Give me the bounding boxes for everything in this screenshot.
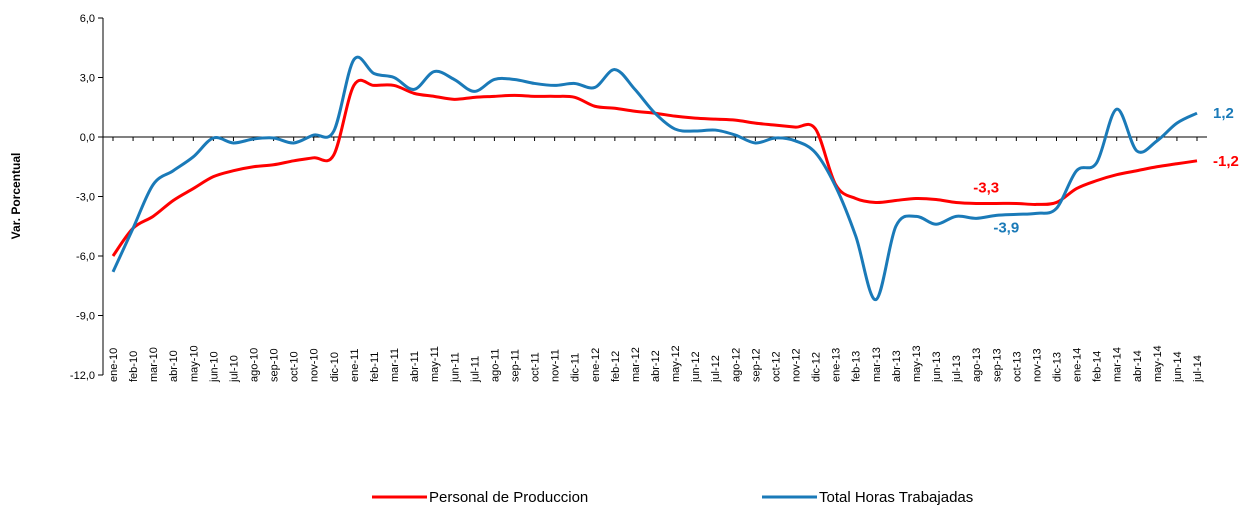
x-tick-label: jul-14 <box>1192 355 1204 383</box>
x-tick-label: mar-14 <box>1112 347 1124 382</box>
x-tick-label: ene-11 <box>349 349 361 382</box>
x-tick-label: jul-11 <box>469 356 481 383</box>
x-tick-label: oct-10 <box>289 351 301 382</box>
x-tick-label: ene-10 <box>108 348 120 382</box>
x-tick-label: may-11 <box>429 346 441 382</box>
x-tick-label: sep-12 <box>750 348 762 382</box>
x-tick-label: jun-14 <box>1172 351 1184 383</box>
x-tick-label: sep-13 <box>991 348 1003 382</box>
x-tick-label: ene-14 <box>1072 348 1084 382</box>
x-tick-label: ene-13 <box>831 348 843 382</box>
series-line <box>111 78 1198 257</box>
x-tick-label: dic-11 <box>570 353 582 382</box>
x-tick-label: dic-12 <box>811 352 823 382</box>
x-tick-label: jun-12 <box>690 351 702 383</box>
x-tick-label: abr-12 <box>650 350 662 382</box>
x-tick-label: ene-12 <box>590 348 602 382</box>
x-tick-label: dic-13 <box>1051 352 1063 382</box>
y-tick-label: -9,0 <box>76 311 95 323</box>
y-tick-label: 0,0 <box>80 132 95 144</box>
y-axis-title: Var. Porcentual <box>9 153 23 240</box>
x-tick-label: ago-11 <box>489 349 501 382</box>
x-tick-label: abr-14 <box>1132 350 1144 382</box>
x-tick-label: may-12 <box>670 345 682 382</box>
x-tick-label: oct-12 <box>770 351 782 382</box>
x-tick-label: feb-10 <box>128 351 140 382</box>
x-tick-label: may-14 <box>1152 345 1164 382</box>
x-tick-label: feb-13 <box>851 351 863 382</box>
x-tick-label: mar-13 <box>871 347 883 382</box>
x-tick-label: abr-10 <box>168 350 180 382</box>
data-label: -3,3 <box>973 179 999 196</box>
x-tick-label: jun-13 <box>931 351 943 383</box>
y-tick-label: 6,0 <box>80 13 95 25</box>
x-tick-label: may-10 <box>188 345 200 382</box>
x-tick-label: jun-10 <box>208 351 220 383</box>
legend-label: Total Horas Trabajadas <box>819 489 973 506</box>
data-label: -3,9 <box>993 219 1019 236</box>
x-tick-label: feb-12 <box>610 351 622 382</box>
x-tick-label: jun-11 <box>449 352 461 383</box>
x-tick-label: dic-10 <box>329 352 341 382</box>
x-tick-label: mar-11 <box>389 348 401 382</box>
y-tick-label: -12,0 <box>70 370 95 382</box>
series-line <box>111 55 1198 302</box>
x-tick-label: nov-12 <box>791 348 803 382</box>
x-tick-label: ago-10 <box>249 348 261 382</box>
x-tick-label: ago-13 <box>971 348 983 382</box>
x-tick-label: abr-13 <box>891 350 903 382</box>
x-tick-label: sep-11 <box>509 349 521 382</box>
x-tick-label: mar-12 <box>630 347 642 382</box>
x-tick-label: feb-14 <box>1092 351 1104 382</box>
y-tick-label: -3,0 <box>76 192 95 204</box>
x-tick-label: ago-12 <box>730 348 742 382</box>
x-tick-label: abr-11 <box>409 351 421 382</box>
x-tick-label: may-13 <box>911 345 923 382</box>
y-tick-label: 3,0 <box>80 73 95 85</box>
x-tick-label: jul-13 <box>951 355 963 383</box>
data-label: -1,2 <box>1213 153 1239 170</box>
x-tick-label: feb-11 <box>369 352 381 382</box>
legend-label: Personal de Produccion <box>429 489 588 506</box>
data-label: 1,2 <box>1213 105 1234 122</box>
x-tick-label: sep-10 <box>269 348 281 382</box>
x-tick-label: mar-10 <box>148 347 160 382</box>
x-tick-label: oct-11 <box>530 352 542 382</box>
x-tick-label: oct-13 <box>1011 351 1023 382</box>
x-tick-label: nov-11 <box>550 349 562 382</box>
x-tick-label: jul-12 <box>710 355 722 383</box>
x-tick-label: nov-10 <box>309 348 321 382</box>
x-tick-label: jul-10 <box>228 355 240 383</box>
y-tick-label: -6,0 <box>76 251 95 263</box>
x-tick-label: nov-13 <box>1031 348 1043 382</box>
